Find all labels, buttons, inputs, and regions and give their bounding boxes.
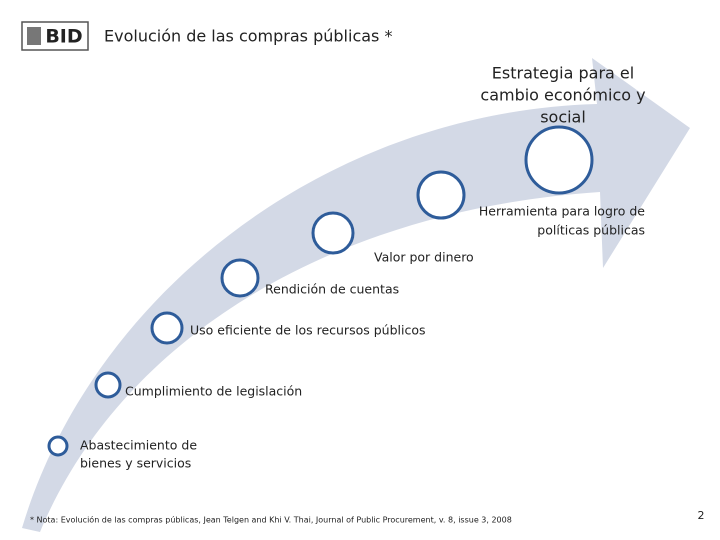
- step-label: Rendición de cuentas: [265, 282, 399, 297]
- step-label: políticas públicas: [537, 223, 645, 238]
- step-label: bienes y servicios: [80, 456, 191, 471]
- step-label: Uso eficiente de los recursos públicos: [190, 323, 425, 338]
- step-circle: [311, 211, 355, 255]
- step-circle: [524, 125, 594, 195]
- steps: Abastecimiento de bienes y servicios Cumpl…: [47, 64, 646, 471]
- step-label: Abastecimiento de: [80, 438, 197, 453]
- step-circle: [416, 170, 466, 220]
- step-label: Herramienta para logro de: [479, 204, 645, 219]
- page-number: 2: [698, 509, 705, 522]
- step-circle: [94, 371, 122, 399]
- step-circle: [47, 435, 69, 457]
- footnote: * Nota: Evolución de las compras pública…: [30, 515, 512, 525]
- logo-icon: [27, 27, 41, 45]
- step-label: Valor por dinero: [374, 250, 474, 265]
- step-label: social: [540, 108, 586, 127]
- step-circle: [220, 258, 260, 298]
- title: Evolución de las compras públicas *: [104, 27, 392, 46]
- step-label: cambio económico y: [480, 86, 645, 105]
- step-label: Cumplimiento de legislación: [125, 384, 302, 399]
- step-label: Estrategia para el: [492, 64, 634, 83]
- arrow: [22, 58, 690, 532]
- step-circle: [150, 311, 184, 345]
- logo: BID: [45, 26, 82, 48]
